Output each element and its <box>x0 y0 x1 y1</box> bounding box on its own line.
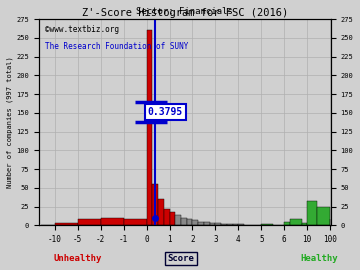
Text: Unhealthy: Unhealthy <box>54 254 102 263</box>
Bar <box>101 218 123 225</box>
Bar <box>187 219 193 225</box>
Bar <box>307 201 318 225</box>
Bar <box>193 220 198 225</box>
Bar <box>147 30 152 225</box>
Bar <box>238 224 244 225</box>
Bar <box>164 209 170 225</box>
Bar <box>204 222 210 225</box>
Bar <box>198 222 204 225</box>
Bar <box>302 223 307 225</box>
Bar <box>123 219 147 225</box>
Text: ©www.textbiz.org: ©www.textbiz.org <box>45 25 118 34</box>
Text: Healthy: Healthy <box>300 254 338 263</box>
Bar <box>78 219 101 225</box>
Bar <box>175 215 181 225</box>
Bar <box>290 219 302 225</box>
Text: The Research Foundation of SUNY: The Research Foundation of SUNY <box>45 42 188 51</box>
Bar <box>227 224 233 225</box>
Bar <box>215 223 221 225</box>
Text: Sector: Financials: Sector: Financials <box>136 7 233 16</box>
Bar <box>55 223 78 225</box>
Bar <box>158 199 164 225</box>
Bar <box>170 212 175 225</box>
Bar <box>210 223 215 225</box>
Text: 0.3795: 0.3795 <box>148 107 183 117</box>
Text: Score: Score <box>167 254 194 263</box>
Title: Z'-Score Histogram for FSC (2016): Z'-Score Histogram for FSC (2016) <box>81 8 288 18</box>
Bar <box>318 207 330 225</box>
Bar <box>152 184 158 225</box>
Bar <box>233 224 238 225</box>
Bar <box>284 222 290 225</box>
Bar <box>221 224 227 225</box>
Bar <box>181 218 187 225</box>
Y-axis label: Number of companies (997 total): Number of companies (997 total) <box>7 56 13 188</box>
Bar <box>261 224 273 225</box>
